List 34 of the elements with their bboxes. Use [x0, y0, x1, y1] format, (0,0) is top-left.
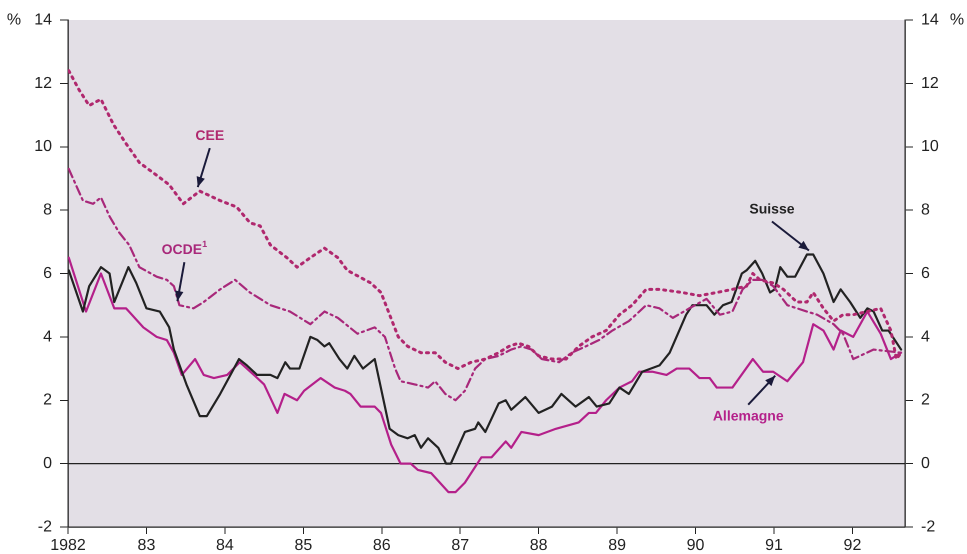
y2-tick-label: 4: [921, 328, 930, 346]
text: CEE: [195, 126, 224, 143]
y2-tick-label: 10: [921, 138, 939, 156]
x-tick-label: 86: [372, 537, 391, 554]
y-tick-label: 6: [43, 264, 52, 282]
y2-tick-label: 14: [921, 11, 939, 28]
y-tick-label: 12: [34, 74, 52, 92]
x-tick-label: 85: [294, 537, 312, 554]
y2-tick-label: 0: [921, 455, 930, 472]
y2-axis-title: %: [950, 11, 964, 28]
x-tick-label: 88: [530, 537, 548, 554]
x-tick-label: 83: [138, 537, 156, 554]
y-tick-label: 10: [34, 138, 52, 156]
y-tick-label: 14: [34, 11, 52, 28]
y-tick-label: 8: [43, 202, 52, 219]
x-tick-label: 91: [765, 537, 783, 554]
y2-tick-label: 6: [921, 264, 930, 282]
x-tick-label: 90: [686, 537, 705, 554]
y2-tick-label: 12: [921, 74, 939, 92]
x-tick-label: 84: [216, 537, 234, 554]
y-axis-title: %: [6, 11, 22, 28]
y-tick-label: 2: [43, 392, 52, 409]
y-tick-label: 4: [43, 328, 52, 346]
y-tick-label: 0: [43, 455, 52, 472]
x-tick-label: 89: [608, 537, 626, 554]
y-tick-label: -2: [38, 518, 52, 536]
y2-tick-label: -2: [921, 518, 936, 536]
text: Suisse: [749, 200, 795, 216]
series-label: Allemagne: [712, 408, 784, 424]
x-tick-label: 1982: [50, 537, 86, 554]
y2-tick-label: 2: [921, 392, 930, 409]
x-tick-label: 92: [844, 537, 862, 554]
x-tick-label: 87: [451, 537, 470, 554]
y2-tick-label: 8: [921, 202, 930, 219]
